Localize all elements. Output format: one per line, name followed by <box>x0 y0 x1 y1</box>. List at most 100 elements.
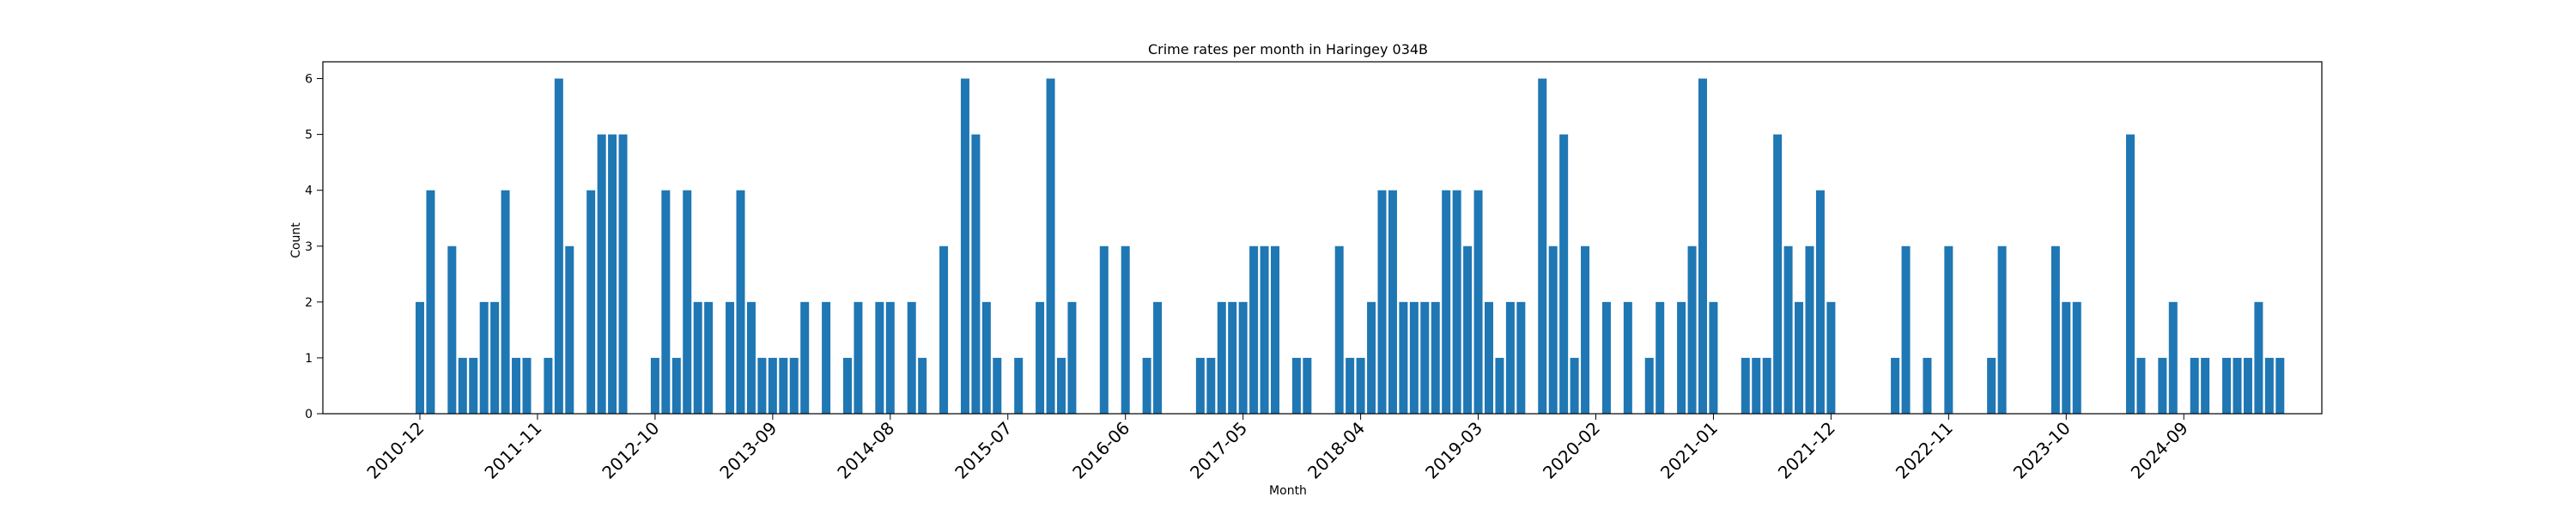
bar <box>800 301 810 414</box>
bar <box>789 357 799 414</box>
bar <box>1581 245 1590 414</box>
bar <box>1570 357 1579 414</box>
bar <box>661 190 671 414</box>
x-tick-label: 2017-05 <box>1186 418 1251 483</box>
bar <box>1495 357 1504 414</box>
bar <box>512 357 521 414</box>
bar <box>1623 301 1632 414</box>
x-tick-label: 2011-11 <box>480 418 545 483</box>
y-tick-label: 3 <box>305 240 313 254</box>
bar <box>1826 301 1836 414</box>
bar <box>768 357 777 414</box>
bar <box>2072 301 2081 414</box>
bar <box>1431 301 1440 414</box>
bar <box>1741 357 1750 414</box>
bar <box>2243 357 2252 414</box>
bar <box>1291 357 1301 414</box>
bar <box>2222 357 2232 414</box>
bar <box>1195 357 1205 414</box>
bar <box>1142 357 1151 414</box>
y-axis-label: Count <box>289 222 303 258</box>
bar <box>2136 357 2146 414</box>
bar <box>693 301 702 414</box>
y-tick-label: 5 <box>305 129 313 142</box>
bar <box>1388 190 1397 414</box>
bar <box>479 301 489 414</box>
bar <box>1752 357 1761 414</box>
bar <box>1036 301 1045 414</box>
bar <box>1923 357 1932 414</box>
bar <box>1538 78 1547 415</box>
bar <box>854 301 863 414</box>
x-tick-label: 2021-01 <box>1656 418 1722 483</box>
bar <box>1067 301 1077 414</box>
bar <box>2062 301 2071 414</box>
bar <box>586 190 596 414</box>
bar <box>554 78 563 415</box>
plot-frame <box>322 61 2323 415</box>
bar <box>1677 301 1686 414</box>
y-tick-label: 6 <box>305 73 313 87</box>
bar <box>757 357 767 414</box>
bar <box>1238 301 1248 414</box>
bar <box>469 357 478 414</box>
bar <box>981 301 991 414</box>
bar <box>416 301 424 414</box>
bar <box>2264 357 2274 414</box>
bar <box>1249 245 1259 414</box>
bar <box>885 301 895 414</box>
x-tick-label: 2014-08 <box>833 418 898 483</box>
bar <box>544 357 553 414</box>
bar <box>1014 357 1024 414</box>
bar <box>1815 190 1825 414</box>
bar <box>1334 245 1344 414</box>
bar <box>1901 245 1911 414</box>
bar <box>726 301 735 414</box>
bar <box>2126 134 2135 414</box>
x-tick-label: 2018-04 <box>1303 418 1369 483</box>
bar <box>1217 301 1226 414</box>
bar <box>1473 190 1483 414</box>
bar <box>1548 245 1558 414</box>
bar <box>1559 134 1569 414</box>
chart-title: Crime rates per month in Haringey 034B <box>1148 41 1428 58</box>
bar <box>843 357 852 414</box>
bar <box>1377 190 1387 414</box>
bar <box>1987 357 1996 414</box>
bar <box>907 301 916 414</box>
bar <box>939 245 949 414</box>
bar <box>1997 245 2007 414</box>
bar <box>1687 245 1697 414</box>
bar <box>1656 301 1665 414</box>
bar <box>490 301 500 414</box>
x-tick-label: 2021-12 <box>1774 418 1839 483</box>
bar <box>2275 357 2285 414</box>
x-axis-label: Month <box>1269 484 1307 498</box>
x-tick-label: 2012-10 <box>598 418 663 483</box>
bar <box>918 357 927 414</box>
bar <box>618 134 628 414</box>
bar <box>2201 357 2210 414</box>
bar <box>458 357 467 414</box>
bar <box>1795 301 1804 414</box>
bar <box>1409 301 1419 414</box>
x-tick-label: 2016-06 <box>1068 418 1133 483</box>
bar <box>2050 245 2060 414</box>
bar <box>447 245 457 414</box>
bar <box>1228 301 1237 414</box>
bar <box>1773 134 1783 414</box>
x-tick-label: 2015-07 <box>951 418 1016 483</box>
bar <box>1271 245 1279 414</box>
bar <box>608 134 617 414</box>
y-tick-label: 4 <box>305 185 313 198</box>
x-axis: 2010-12 2011-11 2012-10 2013-09 2014-08 2015-… <box>362 414 2192 483</box>
bar <box>1303 357 1312 414</box>
bar <box>1046 78 1055 415</box>
x-tick-label: 2010-12 <box>362 418 428 483</box>
bar <box>2190 357 2199 414</box>
bar <box>1944 245 1953 414</box>
bar <box>1463 245 1473 414</box>
bar <box>779 357 788 414</box>
